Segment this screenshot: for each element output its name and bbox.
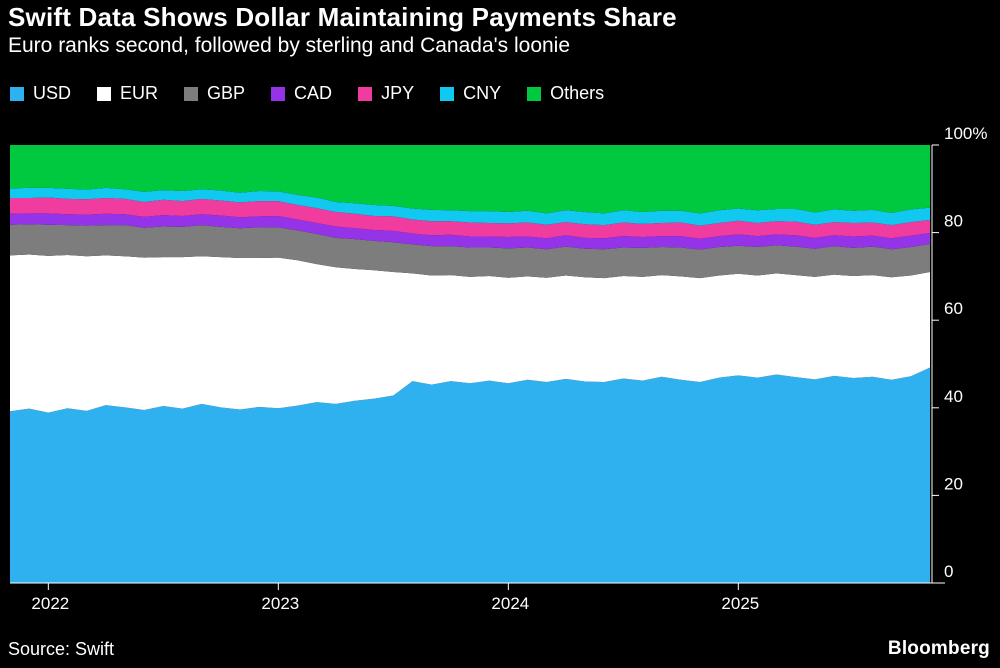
area-cad	[10, 213, 930, 250]
legend-label-cny: CNY	[463, 83, 502, 103]
area-gbp	[10, 224, 930, 279]
y-axis-label: 0	[944, 562, 953, 581]
x-axis-label: 2024	[491, 594, 529, 613]
area-cny	[10, 187, 930, 226]
legend: USD EUR GBP CAD JPY CNY Others	[10, 83, 604, 104]
legend-swatch-cad	[271, 86, 286, 101]
legend-swatch-others	[527, 86, 542, 101]
area-others	[10, 145, 930, 214]
legend-swatch-cny	[440, 86, 455, 101]
x-axis-label: 2025	[721, 594, 759, 613]
source-note: Source: Swift	[8, 639, 115, 659]
area-usd	[10, 367, 930, 583]
legend-item-gbp: GBP	[184, 83, 245, 104]
legend-label-usd: USD	[33, 83, 72, 103]
y-axis-label: 60	[944, 299, 963, 318]
legend-label-others: Others	[550, 83, 605, 103]
legend-item-eur: EUR	[97, 83, 158, 104]
y-axis-label: 20	[944, 474, 963, 493]
legend-swatch-jpy	[358, 86, 373, 101]
legend-item-cad: CAD	[271, 83, 332, 104]
legend-item-cny: CNY	[440, 83, 501, 104]
legend-item-usd: USD	[10, 83, 71, 104]
legend-label-eur: EUR	[120, 83, 159, 103]
legend-label-cad: CAD	[294, 83, 333, 103]
area-eur	[10, 254, 930, 413]
chart-subtitle: Euro ranks second, followed by sterling …	[8, 34, 571, 57]
chart-title: Swift Data Shows Dollar Maintaining Paym…	[8, 2, 677, 32]
legend-label-gbp: GBP	[207, 83, 246, 103]
y-axis-label: 40	[944, 387, 963, 406]
x-axis-label: 2022	[31, 594, 69, 613]
area-jpy	[10, 197, 930, 239]
legend-item-jpy: JPY	[358, 83, 414, 104]
legend-swatch-gbp	[184, 86, 199, 101]
legend-label-jpy: JPY	[381, 83, 415, 103]
x-axis-label: 2023	[261, 594, 299, 613]
bloomberg-logo: Bloomberg	[887, 638, 990, 659]
y-axis-label: 80	[944, 212, 963, 231]
legend-swatch-usd	[10, 86, 24, 101]
y-axis-label: 100%	[944, 124, 987, 143]
legend-item-others: Others	[527, 83, 604, 104]
legend-swatch-eur	[97, 86, 112, 101]
